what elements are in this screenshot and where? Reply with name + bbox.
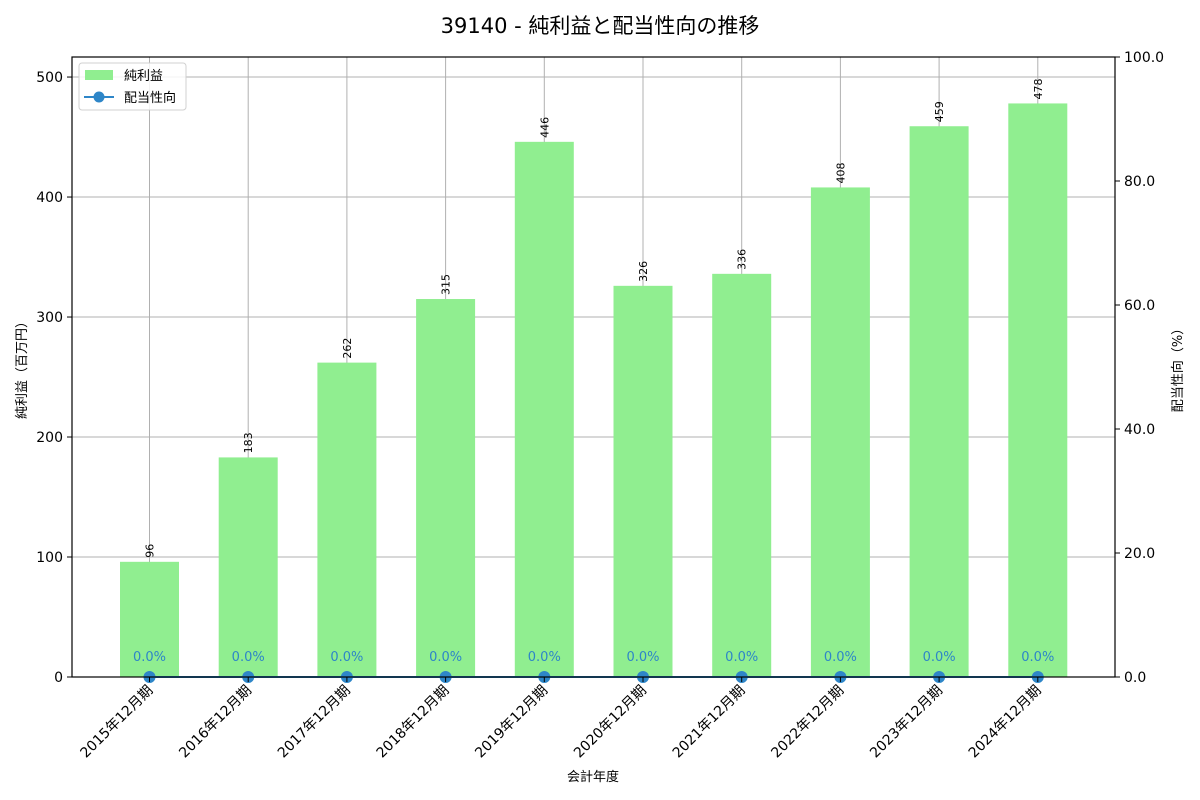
y-tick-label: 500 [36, 70, 63, 86]
x-tick-label: 2017年12月期 [275, 683, 354, 762]
bar-value-label: 315 [440, 274, 453, 295]
y2-tick-label: 80.0 [1124, 174, 1155, 190]
payout-ratio-label: 0.0% [1021, 650, 1054, 665]
plot-frame [71, 56, 1116, 678]
y2-tick-label: 40.0 [1124, 422, 1155, 438]
bar-value-label: 183 [242, 432, 255, 453]
y2-tick-label: 0.0 [1124, 670, 1146, 686]
y2-tick-label: 60.0 [1124, 298, 1155, 314]
bar-value-label: 446 [538, 117, 551, 138]
bar-net-income[interactable] [416, 299, 476, 677]
bar-net-income[interactable] [317, 362, 377, 677]
x-tick-label: 2021年12月期 [670, 683, 749, 762]
payout-ratio-label: 0.0% [626, 650, 659, 665]
payout-ratio-label: 0.0% [528, 650, 561, 665]
y-tick-label: 100 [36, 550, 63, 566]
x-tick-label: 2023年12月期 [867, 683, 946, 762]
bar-net-income[interactable] [909, 126, 969, 677]
y2-tick-label: 20.0 [1124, 546, 1155, 562]
legend-label-net-income: 純利益 [124, 69, 163, 84]
bar-value-label: 459 [933, 101, 946, 122]
legend-bar-swatch-icon [85, 70, 113, 80]
bar-value-label: 96 [144, 544, 157, 558]
x-tick-label: 2016年12月期 [176, 683, 255, 762]
y-tick-label: 200 [36, 430, 63, 446]
bar-net-income[interactable] [218, 457, 278, 677]
y-tick-label: 0 [54, 670, 63, 686]
legend-label-payout-ratio: 配当性向 [124, 90, 176, 106]
bar-net-income[interactable] [712, 273, 772, 677]
payout-ratio-label: 0.0% [429, 650, 462, 665]
bar-value-label: 336 [736, 249, 749, 270]
y-axis-label: 純利益（百万円） [15, 315, 30, 419]
bar-net-income[interactable] [810, 187, 870, 677]
x-tick-label: 2020年12月期 [571, 683, 650, 762]
bar-net-income[interactable] [514, 141, 574, 677]
bar-value-label: 408 [834, 162, 847, 183]
x-tick-label: 2024年12月期 [966, 683, 1045, 762]
bar-net-income[interactable] [120, 561, 179, 677]
y2-axis-label: 配当性向（%） [1170, 322, 1186, 412]
bar-value-label: 326 [637, 261, 650, 282]
x-axis-label: 会計年度 [567, 769, 619, 785]
payout-ratio-label: 0.0% [725, 650, 758, 665]
payout-ratio-label: 0.0% [824, 650, 857, 665]
payout-ratio-label: 0.0% [923, 650, 956, 665]
y-tick-label: 400 [36, 190, 63, 206]
bar-net-income[interactable] [1008, 103, 1068, 677]
payout-ratio-label: 0.0% [330, 650, 363, 665]
x-tick-label: 2015年12月期 [78, 683, 157, 762]
bar-value-label: 262 [341, 338, 354, 359]
x-tick-label: 2018年12月期 [374, 683, 453, 762]
bar-value-label: 478 [1032, 78, 1045, 99]
y2-tick-label: 100.0 [1124, 50, 1164, 66]
bar-net-income[interactable] [613, 285, 673, 677]
legend-marker-icon [93, 91, 105, 103]
y-tick-label: 300 [36, 310, 63, 326]
chart-title: 39140 - 純利益と配当性向の推移 [440, 14, 760, 38]
payout-ratio-label: 0.0% [232, 650, 265, 665]
payout-ratio-label: 0.0% [133, 650, 166, 665]
x-tick-label: 2019年12月期 [472, 683, 551, 762]
x-tick-label: 2022年12月期 [768, 683, 847, 762]
